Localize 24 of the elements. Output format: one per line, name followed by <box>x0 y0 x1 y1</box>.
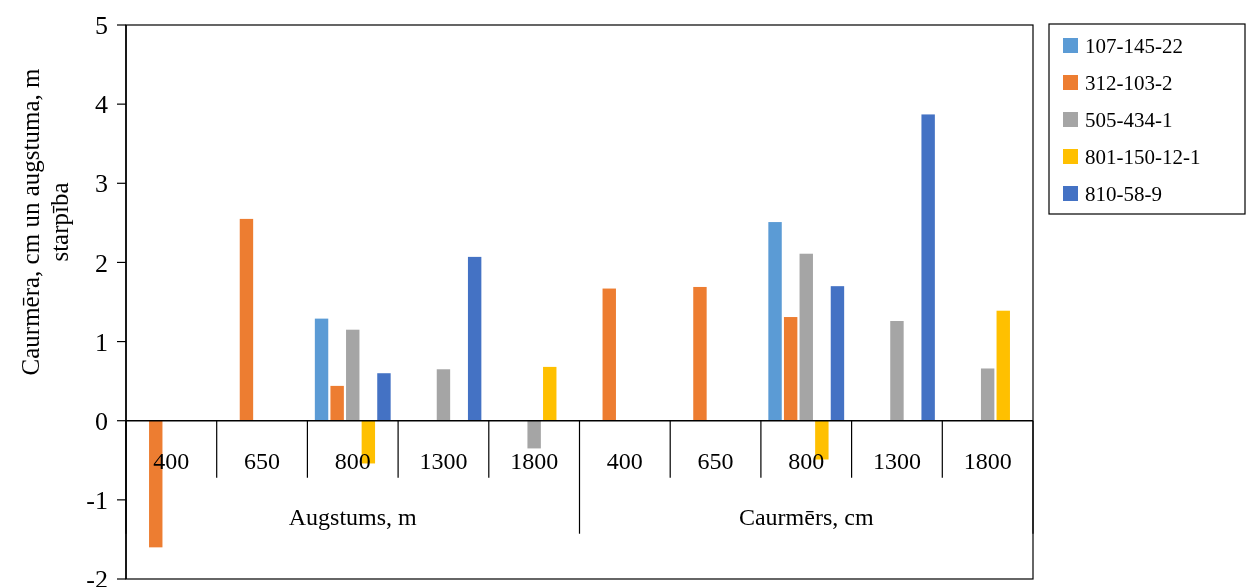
legend-label: 505-434-1 <box>1085 108 1173 133</box>
y-tick-label: -1 <box>86 485 108 515</box>
legend-label: 312-103-2 <box>1085 71 1173 96</box>
x-tick-label: 800 <box>334 447 371 474</box>
annotation: Augstums, m <box>288 503 418 530</box>
x-tick-label: 1300 <box>419 447 468 474</box>
x-tick-label: 400 <box>606 447 643 474</box>
y-axis-title: Caurmēra, cm un augstuma, m starpība <box>16 68 73 376</box>
y-tick-label: 5 <box>95 11 108 41</box>
legend-label: 810-58-9 <box>1085 182 1162 207</box>
x-tick-label: 800 <box>788 447 825 474</box>
y-tick-label: 1 <box>95 327 108 357</box>
y-tick-label: 4 <box>95 90 108 120</box>
x-tick-label: 650 <box>244 447 281 474</box>
x-tick-label: 1300 <box>872 447 921 474</box>
x-tick-label: 1800 <box>963 447 1012 474</box>
legend-label: 801-150-12-1 <box>1085 145 1201 170</box>
y-tick-label: 2 <box>95 248 108 278</box>
x-tick-label: 650 <box>697 447 734 474</box>
y-tick-label: 0 <box>95 406 108 436</box>
legend-label: 107-145-22 <box>1085 34 1183 59</box>
y-tick-label: 3 <box>95 169 108 199</box>
x-tick-label: 1800 <box>510 447 559 474</box>
annotation: Caurmērs, cm <box>738 503 874 530</box>
